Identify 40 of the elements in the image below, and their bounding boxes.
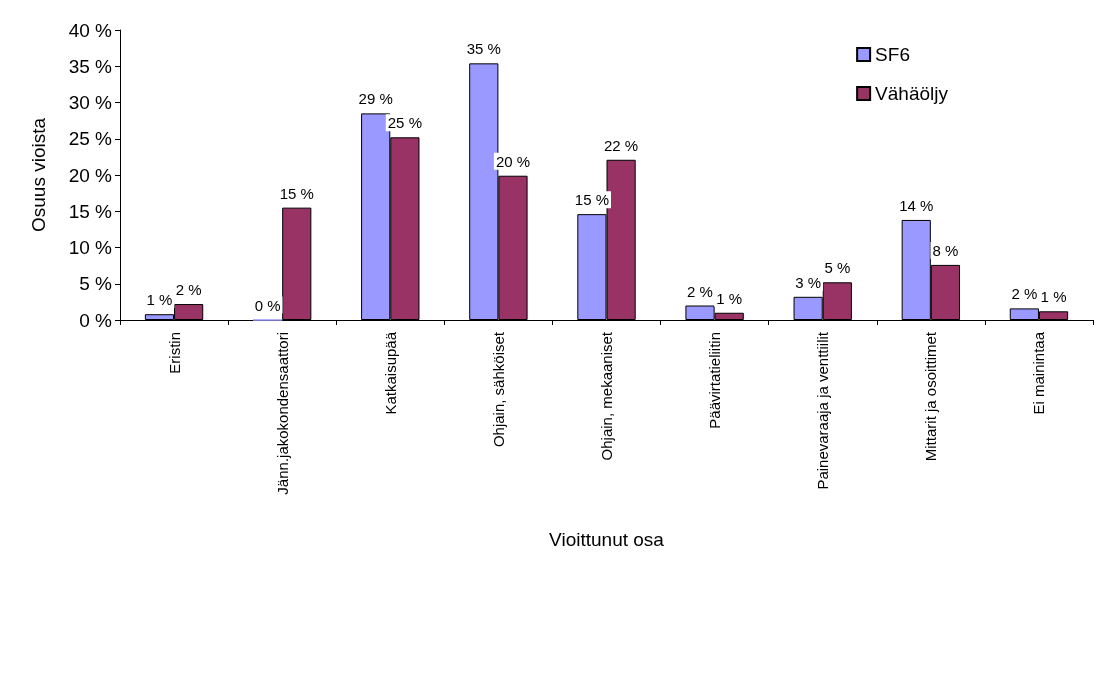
- x-tick-label: Ohjain, mekaaniset: [598, 331, 615, 461]
- data-label: 35 %: [466, 40, 501, 58]
- y-tick-label: 15 %: [68, 200, 113, 222]
- data-label: 1 %: [1040, 288, 1067, 306]
- y-tick-label: 35 %: [68, 55, 113, 77]
- x-tick-label: Ei mainintaa: [1030, 331, 1048, 415]
- data-label: 20 %: [495, 152, 531, 170]
- data-label: 25 %: [387, 114, 422, 132]
- data-label: 1 %: [716, 289, 743, 307]
- legend-label: SF6: [875, 44, 910, 65]
- y-tick-label: 30 %: [68, 92, 113, 113]
- x-tick-label: Painevaraaja ja venttiilit: [814, 331, 832, 490]
- y-axis-title: Osuus vioista: [28, 117, 49, 233]
- legend-label: Vähäöljy: [875, 83, 949, 104]
- data-label: 2 %: [687, 282, 713, 300]
- x-tick-label: Mittarit ja osoittimet: [922, 331, 940, 462]
- y-tick-label: 25 %: [68, 128, 113, 150]
- y-tick-label: 10 %: [68, 237, 113, 258]
- data-label: 5 %: [824, 259, 851, 277]
- y-tick-label: 5 %: [79, 273, 113, 295]
- x-tick-label: Katkaisupää: [381, 331, 399, 415]
- data-label: 29 %: [358, 90, 393, 108]
- data-label: 3 %: [795, 273, 822, 291]
- data-label: 2 %: [1011, 285, 1038, 303]
- y-tick-label: 20 %: [68, 164, 113, 186]
- y-tick-label: 40 %: [68, 19, 113, 41]
- x-tick-label: Päävirtatieliitin: [706, 332, 724, 429]
- data-label: 1 %: [146, 291, 173, 309]
- x-axis-title: Vioittunut osa: [549, 529, 665, 550]
- x-tick-label: Ohjain, sähköiset: [489, 331, 507, 448]
- data-label: 15 %: [279, 184, 314, 202]
- data-label: 0 %: [254, 296, 281, 314]
- data-label: 15 %: [574, 191, 610, 209]
- data-label: 14 %: [899, 196, 934, 214]
- data-label: 2 %: [175, 281, 202, 299]
- data-label: 22 %: [603, 136, 639, 154]
- x-tick-label: Eristin: [165, 332, 183, 374]
- y-tick-label: 0 %: [79, 309, 113, 331]
- data-label: 8 %: [932, 241, 959, 259]
- x-tick-label: Jänn.jakokondensaattori: [273, 332, 291, 495]
